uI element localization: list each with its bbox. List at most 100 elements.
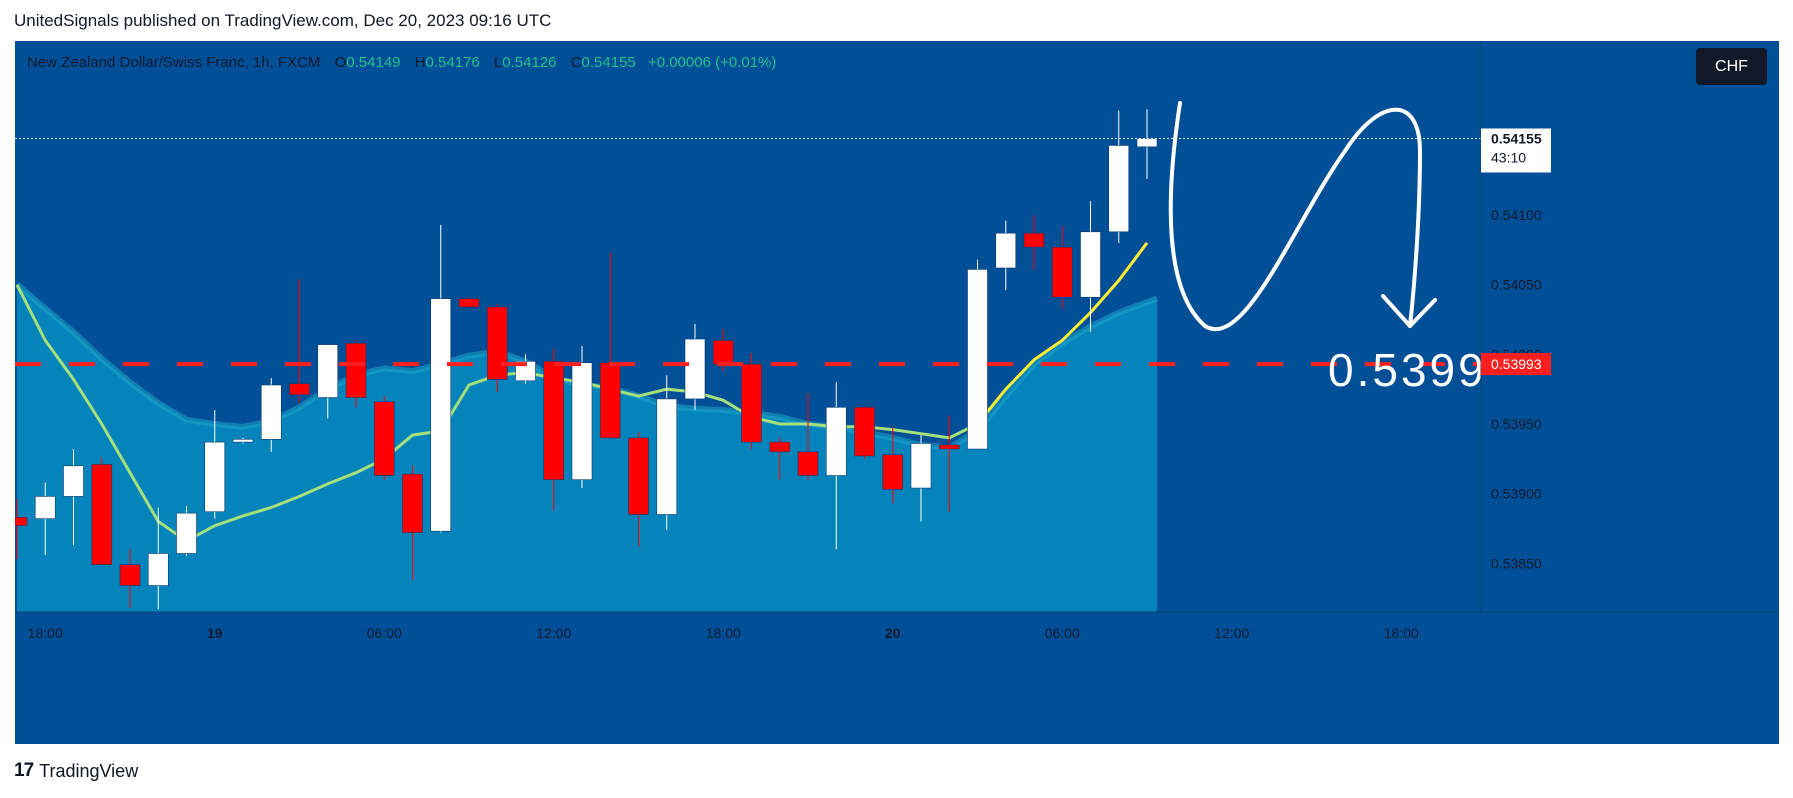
candle [204, 410, 226, 519]
low-label: L [493, 54, 503, 71]
candle [1108, 110, 1130, 243]
projection-arrowhead [1381, 294, 1437, 328]
target-price-badge: 0.53993 [1481, 353, 1551, 376]
candle-body [1080, 231, 1101, 298]
candle-body [684, 338, 706, 400]
candle-body [741, 363, 762, 443]
candle-body [317, 344, 339, 398]
y-tick-label: 0.53950 [1491, 416, 1542, 432]
change-value: +0.00006 (+0.01%) [647, 54, 777, 71]
candle [147, 507, 169, 610]
candle [1051, 226, 1073, 309]
high-label: H [414, 54, 426, 71]
publisher-header: UnitedSignals published on TradingView.c… [14, 11, 552, 30]
y-tick-label: 0.54100 [1491, 207, 1542, 223]
candle-body [995, 232, 1017, 269]
candle-body [486, 306, 508, 380]
candle-body [1108, 145, 1130, 233]
x-axis: 18:00 19 06:00 12:00 18:00 20 06:00 12:00 18:00 [28, 625, 1419, 641]
countdown-label: 43:10 [1491, 149, 1526, 165]
tradingview-footer[interactable]: 17 TradingView [14, 760, 138, 782]
candle-body [543, 361, 565, 480]
target-price-label: 0.53993 [1491, 356, 1542, 372]
candle [910, 435, 932, 522]
candle-body [882, 454, 904, 490]
candle [232, 437, 254, 444]
candle-body [430, 298, 452, 532]
candle-body [515, 361, 536, 382]
candle [967, 259, 988, 450]
candle [430, 224, 452, 533]
open-value: 0.54149 [346, 54, 401, 71]
price-chart[interactable]: 0.5399 0.541000.540500.540000.539500.539… [15, 41, 1779, 744]
candle [34, 482, 56, 555]
symbol-name: New Zealand Dollar/Swiss Franc, 1h, FXCM [27, 54, 321, 71]
high-value: 0.54176 [425, 54, 480, 71]
currency-button[interactable]: CHF [1696, 48, 1767, 85]
close-value: 0.54155 [581, 54, 636, 71]
candle [176, 506, 197, 557]
candle [91, 457, 113, 565]
candle-body [1136, 138, 1158, 148]
close-label: C [570, 54, 582, 71]
candle-body [34, 496, 56, 519]
candle-body [967, 269, 988, 450]
candle [260, 378, 282, 452]
x-tick-label: 06:00 [1045, 625, 1080, 641]
candle [1023, 215, 1045, 270]
projection-arrow-path [1168, 101, 1423, 331]
chart-panel[interactable]: 0.5399 0.541000.540500.540000.539500.539… [15, 41, 1779, 744]
x-tick-label: 12:00 [1214, 625, 1249, 641]
candle [769, 437, 791, 480]
candle [741, 352, 762, 450]
candle [458, 297, 480, 308]
x-tick-label: 18:00 [706, 625, 741, 641]
candle-body [938, 444, 960, 450]
candle-body [63, 465, 84, 497]
current-price-label: 0.54155 [1491, 130, 1542, 146]
candle-body [204, 441, 226, 513]
candle [402, 465, 423, 580]
candle-body [373, 401, 395, 476]
candle [797, 393, 819, 480]
candle-body [91, 464, 113, 565]
candle-body [345, 342, 367, 398]
y-tick-label: 0.53900 [1491, 486, 1542, 502]
candle-body [289, 383, 310, 396]
x-tick-label: 12:00 [536, 625, 571, 641]
candle [825, 382, 847, 550]
candle-body [147, 553, 169, 586]
candle [571, 345, 593, 489]
y-tick-label: 0.53850 [1491, 555, 1542, 571]
candle [684, 323, 706, 411]
candle-body [1023, 232, 1045, 248]
candle-body [176, 512, 197, 554]
candle-body [232, 439, 254, 443]
x-tick-label: 18:00 [28, 625, 63, 641]
candle-body [260, 384, 282, 440]
candle-body [1051, 246, 1073, 298]
candle-body [15, 516, 28, 526]
candle-body [458, 298, 480, 308]
x-tick-label: 20 [885, 625, 901, 641]
low-value: 0.54126 [502, 54, 557, 71]
candle-body [825, 406, 847, 476]
x-tick-label: 06:00 [367, 625, 402, 641]
candle-body [402, 473, 423, 533]
candle-body [599, 362, 621, 439]
open-label: O [334, 54, 347, 71]
ohlc-legend: New Zealand Dollar/Swiss Franc, 1h, FXCM… [27, 54, 776, 71]
candles-layer [15, 109, 1158, 610]
candle-body [119, 564, 141, 586]
candle [119, 549, 141, 608]
candle-body [712, 340, 734, 365]
candle [317, 344, 339, 419]
candle-body [797, 451, 819, 476]
x-tick-label: 19 [207, 625, 223, 641]
candle [373, 396, 395, 480]
candle [486, 304, 508, 392]
candle-body [854, 406, 875, 457]
candle [995, 220, 1017, 291]
target-annotation: 0.5399 [1328, 344, 1487, 396]
candle-body [769, 441, 791, 453]
